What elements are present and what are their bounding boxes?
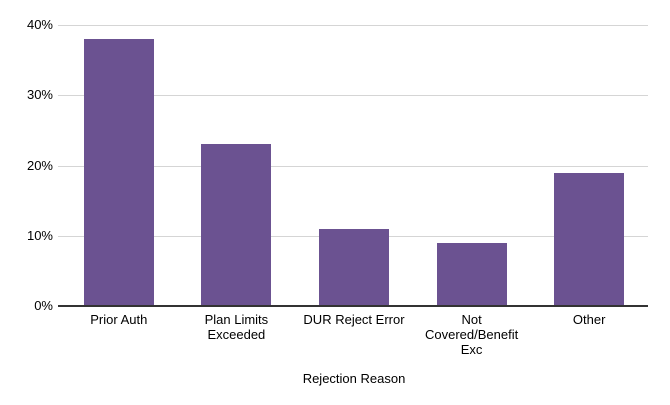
bar-prior-auth [83,39,154,306]
x-axis-title: Rejection Reason [302,371,406,386]
y-tick-label: 10% [26,227,53,243]
x-tick-label: Prior Auth [90,312,148,327]
y-tick-label: 40% [26,17,53,32]
bar-dur-reject-error [319,228,389,306]
y-tick-label: 30% [26,87,53,103]
y-tick-label: 20% [26,157,53,173]
gridline [58,165,648,167]
bar-not-covered-benefit-exc [436,242,507,306]
y-tick-label: 0% [34,298,53,313]
x-axis-line [58,305,648,307]
x-tick-label: Plan Limits Exceeded [204,312,269,342]
x-tick-label: Not Covered/Benefit Exc [424,312,519,357]
bar-plan-limits-exceeded [201,144,272,306]
gridline [58,95,648,97]
x-tick-label: DUR Reject Error [303,312,405,327]
x-tick-label: Other [572,312,606,327]
bar-other [554,172,625,306]
gridline [58,25,648,26]
